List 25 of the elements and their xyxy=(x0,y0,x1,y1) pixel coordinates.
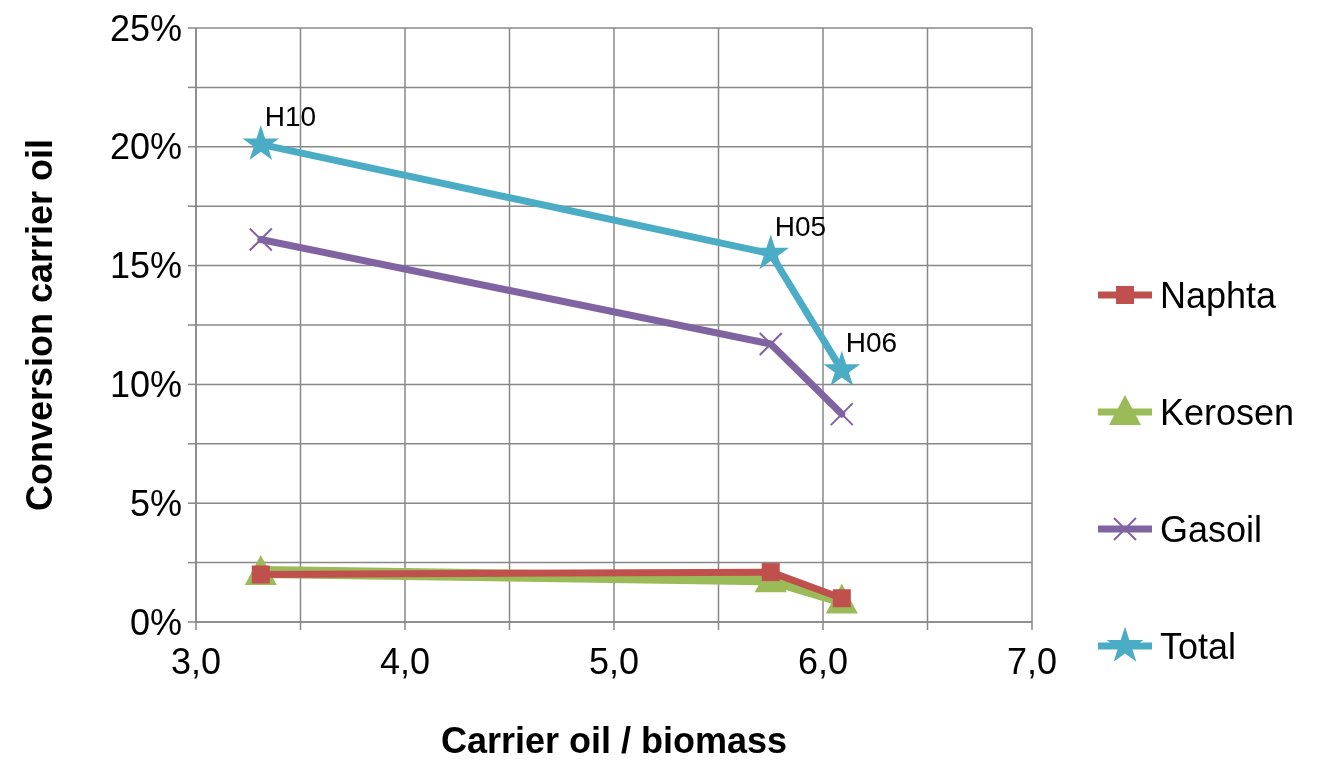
x-axis-title: Carrier oil / biomass xyxy=(440,720,788,761)
legend-label: Kerosen xyxy=(1160,391,1295,433)
x-tick-label: 5,0 xyxy=(588,641,640,682)
y-tick-label: 5% xyxy=(129,482,182,524)
y-tick-label: 20% xyxy=(109,126,182,168)
x-tick-label: 3,0 xyxy=(170,641,222,682)
point xyxy=(242,125,280,161)
y-tick-label: 25% xyxy=(109,7,182,49)
y-tick-label: 0% xyxy=(129,601,182,643)
legend-label: Total xyxy=(1160,625,1237,667)
x-tick-label: 7,0 xyxy=(1006,641,1058,682)
y-tick-label: 10% xyxy=(109,364,182,405)
point xyxy=(248,227,273,252)
x-tick-label: 4,0 xyxy=(379,641,431,682)
point xyxy=(758,332,783,357)
annotation: H06 xyxy=(845,327,898,359)
legend-label: Naphta xyxy=(1160,274,1278,316)
annotation: H10 xyxy=(264,101,317,133)
legend-label: Gasoil xyxy=(1160,508,1263,550)
annotation: H05 xyxy=(774,210,827,242)
point xyxy=(823,350,861,386)
point xyxy=(829,402,854,427)
y-axis-title: Conversion carrier oil xyxy=(19,138,60,512)
y-tick-label: 15% xyxy=(109,245,182,287)
x-tick-label: 6,0 xyxy=(797,641,849,682)
